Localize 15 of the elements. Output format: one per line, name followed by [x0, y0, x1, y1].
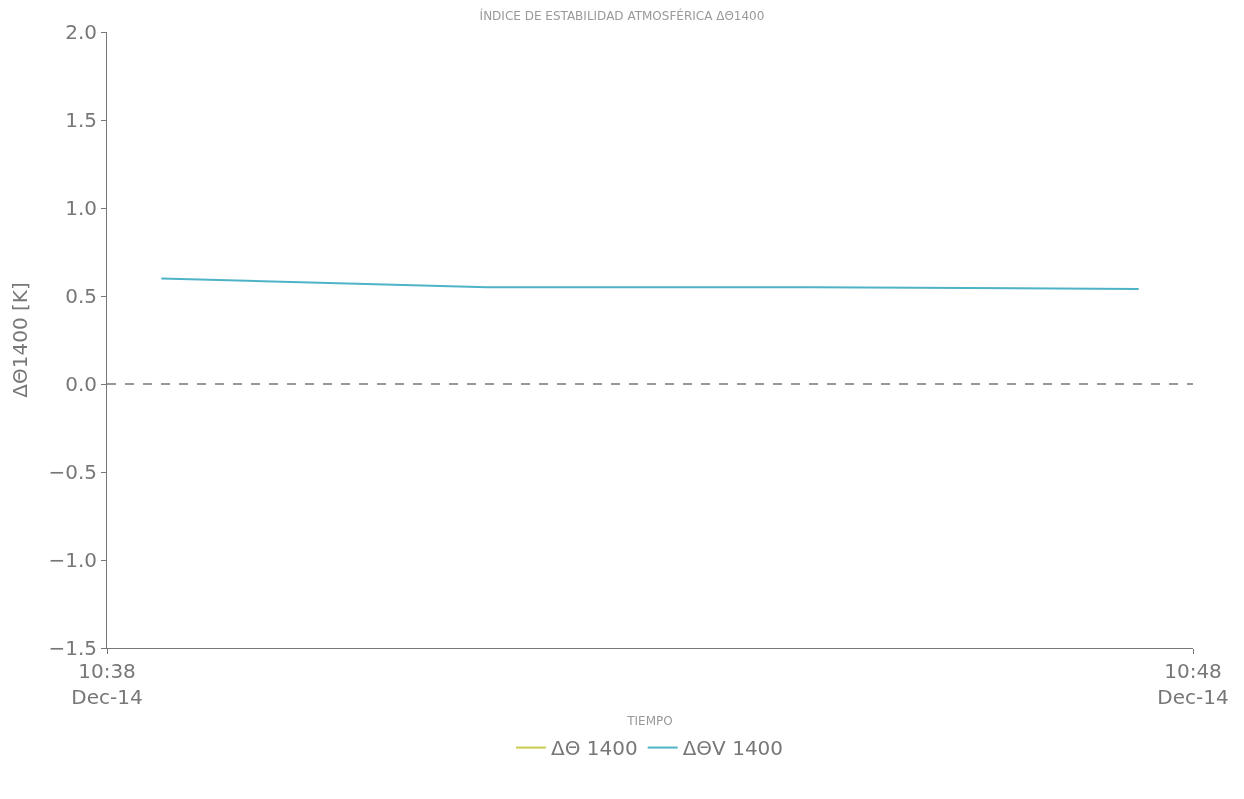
y-tick-label: 2.0 — [65, 20, 97, 44]
y-tick-label: 0.0 — [65, 372, 97, 396]
x-tick-label: 10:38 Dec-14 — [71, 659, 143, 709]
y-tick-label: 0.5 — [65, 284, 97, 308]
y-tick-label: −1.0 — [48, 548, 97, 572]
y-axis-title: ΔΘ1400 [K] — [7, 282, 32, 398]
legend-label: ΔΘ 1400 — [551, 736, 638, 761]
y-tick-label: 1.0 — [65, 196, 97, 220]
x-tick-label: 10:48 Dec-14 — [1157, 659, 1229, 709]
y-tick-label: −1.5 — [48, 636, 97, 660]
y-tick-label: 1.5 — [65, 108, 97, 132]
x-axis-title: TIEMPO — [626, 713, 673, 728]
y-tick-label: −0.5 — [48, 460, 97, 484]
legend-label: ΔΘV 1400 — [682, 736, 784, 761]
chart-title: ÍNDICE DE ESTABILIDAD ATMOSFÉRICA ΔΘ1400 — [479, 8, 765, 24]
